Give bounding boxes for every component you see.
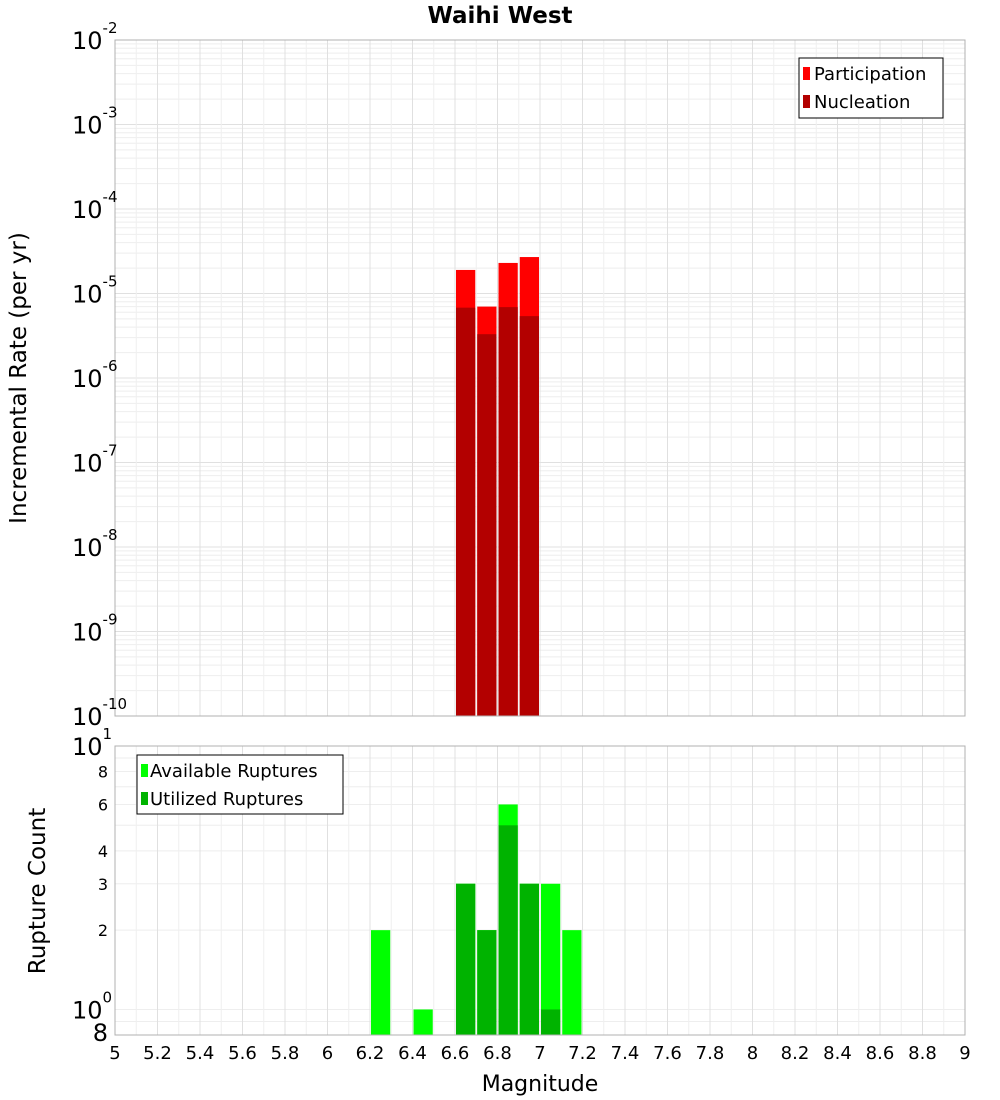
x-tick-label: 8.2 [781, 1043, 810, 1064]
top-grid [114, 40, 966, 717]
nucleation-bar [456, 307, 476, 716]
x-tick-label: 5.6 [228, 1043, 257, 1064]
utilized-ruptures-bar [519, 883, 539, 1035]
nucleation-bar [477, 334, 497, 716]
x-tick-label: 5.2 [143, 1043, 172, 1064]
legend-label-available: Available Ruptures [150, 761, 318, 782]
x-tick-label: 5.4 [186, 1043, 215, 1064]
top-bars [456, 257, 539, 716]
x-tick-label: 6.8 [483, 1043, 512, 1064]
top-y-tick-label: 10-4 [72, 188, 118, 224]
legend-swatch-nucleation [803, 95, 810, 108]
available-ruptures-bar [371, 930, 391, 1035]
utilized-ruptures-bar [541, 1009, 561, 1035]
bottom-y-tick-minor: 8 [98, 763, 108, 782]
bottom-y-axis-label: Rupture Count [25, 808, 51, 974]
legend-label-nucleation: Nucleation [814, 92, 910, 113]
nucleation-bar [498, 307, 518, 716]
top-y-tick-label: 10-3 [72, 104, 118, 140]
bottom-y-tick-minor: 4 [98, 842, 108, 861]
x-tick-label: 8.6 [866, 1043, 895, 1064]
bottom-bars [371, 804, 582, 1035]
top-y-tick-label: 10-2 [72, 19, 118, 55]
x-tick-label: 6.4 [398, 1043, 427, 1064]
bottom-y-tick-major: 101 [72, 725, 112, 761]
available-ruptures-bar [541, 883, 561, 1035]
x-tick-label: 6 [322, 1043, 333, 1064]
top-y-tick-label: 10-5 [72, 273, 118, 309]
x-tick-label: 7 [534, 1043, 545, 1064]
x-tick-label: 9 [959, 1043, 970, 1064]
x-tick-label: 5.8 [271, 1043, 300, 1064]
x-tick-labels: 5 5.2 5.4 5.6 5.8 6 6.2 6.4 6.6 6.8 7 7.2 7.4 7.6 7.8 8… [109, 1043, 970, 1064]
top-y-tick-label: 10-8 [72, 526, 118, 562]
top-legend-box [798, 57, 944, 119]
top-y-axis-label: Incremental Rate (per yr) [6, 232, 32, 524]
bottom-y-tick-minor: 6 [98, 795, 108, 814]
x-tick-label: 7.2 [568, 1043, 597, 1064]
top-y-tick-label: 10-6 [72, 357, 118, 393]
legend-swatch-participation [803, 67, 810, 80]
x-tick-label: 8 [747, 1043, 758, 1064]
x-tick-label: 8.4 [823, 1043, 852, 1064]
top-y-tick-label: 10-10 [72, 695, 127, 731]
legend-label-utilized: Utilized Ruptures [150, 789, 303, 810]
x-tick-label: 6.6 [441, 1043, 470, 1064]
bottom-y-tick-minor: 8 [93, 1019, 108, 1047]
available-ruptures-bar [562, 930, 582, 1035]
utilized-ruptures-bar [456, 883, 476, 1035]
bottom-plot-frame [114, 745, 966, 1036]
top-y-tick-label: 10-9 [72, 611, 118, 647]
available-ruptures-bar [413, 1009, 433, 1035]
x-tick-label: 5 [109, 1043, 120, 1064]
x-tick-label: 7.8 [696, 1043, 725, 1064]
top-y-tick-labels: 10-2 10-3 10-4 10-5 10-6 10-7 10-8 10-9 10-10 [72, 19, 127, 731]
legend-swatch-available [141, 764, 148, 777]
x-tick-label: 6.2 [356, 1043, 385, 1064]
chart-title: Waihi West [427, 3, 572, 29]
bottom-y-tick-minor: 3 [98, 875, 108, 894]
utilized-ruptures-bar [498, 825, 518, 1035]
legend-label-participation: Participation [814, 64, 926, 85]
x-tick-label: 7.4 [611, 1043, 640, 1064]
nucleation-bar [519, 316, 539, 716]
bottom-legend-box [136, 754, 344, 815]
bottom-y-tick-minor: 2 [98, 921, 108, 940]
x-axis-label: Magnitude [482, 1072, 599, 1097]
top-plot-frame [114, 39, 966, 717]
x-tick-label: 8.8 [908, 1043, 937, 1064]
top-legend: Participation Nucleation [798, 57, 944, 119]
x-tick-label: 7.6 [653, 1043, 682, 1064]
bottom-legend: Available Ruptures Utilized Ruptures [136, 754, 344, 815]
legend-swatch-utilized [141, 792, 148, 805]
bottom-y-tick-major: 100 [72, 988, 112, 1024]
top-y-tick-label: 10-7 [72, 442, 118, 478]
utilized-ruptures-bar [477, 930, 497, 1035]
